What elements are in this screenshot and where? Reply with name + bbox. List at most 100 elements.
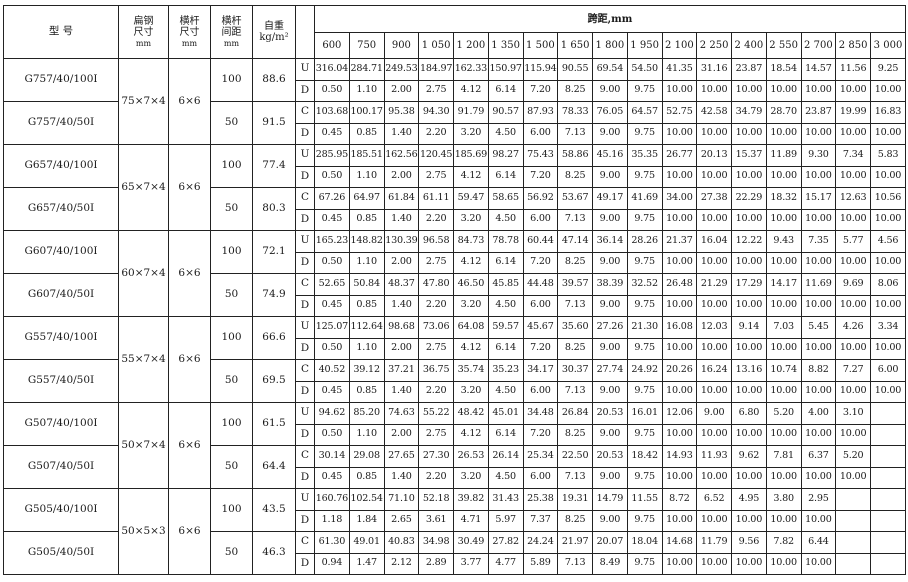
value-cell: 22.29: [731, 187, 767, 210]
value-cell: 10.00: [731, 466, 767, 489]
value-cell: 10.00: [835, 165, 871, 188]
value-cell: 21.29: [696, 273, 732, 296]
value-cell: 6.14: [487, 423, 524, 446]
value-cell: 10.00: [661, 251, 698, 274]
value-cell: 15.17: [800, 187, 837, 210]
value-cell: 31.16: [696, 58, 732, 81]
value-cell: 10.00: [765, 423, 802, 446]
value-cell: 10.00: [870, 380, 906, 403]
value-cell: 10.00: [661, 79, 698, 102]
value-cell: 5.45: [800, 316, 837, 339]
value-cell: 3.20: [453, 208, 489, 231]
value-cell: 4.71: [453, 509, 489, 532]
value-cell: 76.05: [592, 101, 628, 124]
value-cell: 103.68: [314, 101, 350, 124]
value-cell: 4.12: [453, 79, 489, 102]
value-cell: 150.97: [487, 58, 524, 81]
value-cell: 12.06: [661, 402, 698, 425]
value-cell: 10.00: [835, 208, 871, 231]
value-cell: 36.75: [418, 359, 454, 382]
value-cell: 7.81: [765, 445, 802, 468]
header-flat-steel-unit: mm: [135, 38, 152, 48]
value-cell: [870, 531, 906, 554]
value-cell: 7.27: [835, 359, 871, 382]
load-type-cell: D: [295, 79, 315, 102]
load-type-cell: D: [295, 509, 315, 532]
value-cell: 18.42: [626, 445, 663, 468]
model-cell: G757/40/50I: [3, 101, 119, 145]
header-span-value: 2 850: [835, 32, 871, 59]
value-cell: 7.03: [765, 316, 802, 339]
value-cell: 5.97: [487, 509, 524, 532]
value-cell: 11.56: [835, 58, 871, 81]
load-type-cell: C: [295, 101, 315, 124]
value-cell: 11.69: [800, 273, 837, 296]
value-cell: 34.98: [418, 531, 454, 554]
value-cell: 5.83: [870, 144, 906, 167]
value-cell: 10.00: [800, 251, 837, 274]
value-cell: 23.87: [800, 101, 837, 124]
header-span-value: 900: [383, 32, 420, 59]
table-row: D 0.50 1.10 2.00 2.75 4.12 6.14 7.20 8.25 9.00 9.7…: [4, 251, 906, 274]
value-cell: 96.58: [418, 230, 454, 253]
value-cell: 10.00: [731, 79, 767, 102]
value-cell: 67.26: [314, 187, 350, 210]
value-cell: 11.89: [765, 144, 802, 167]
value-cell: 7.13: [557, 466, 593, 489]
table-row: G557/40/100I 55×7×4 6×6 100 66.6 U 125.07 112.6…: [3, 316, 906, 403]
table-row: D 0.50 1.10 2.00 2.75 4.12 6.14 7.20 8.25 9.00 9.7…: [4, 423, 906, 446]
value-cell: 2.12: [383, 552, 420, 575]
value-cell: 55.22: [418, 402, 454, 425]
value-cell: 4.12: [453, 251, 489, 274]
bar-spacing-cell: 100: [210, 144, 253, 188]
value-cell: 10.00: [765, 380, 802, 403]
value-cell: 27.30: [418, 445, 454, 468]
header-span-value: 2 700: [800, 32, 837, 59]
header-span-value: 2 250: [696, 32, 732, 59]
value-cell: 35.23: [487, 359, 524, 382]
value-cell: 6.14: [487, 165, 524, 188]
value-cell: 4.12: [453, 337, 489, 360]
value-cell: 0.85: [348, 466, 385, 489]
value-cell: 1.10: [348, 251, 385, 274]
value-cell: 10.00: [731, 423, 767, 446]
table-row: G607/40/100I 60×7×4 6×6 100 72.1 U 165.23 148.8…: [3, 230, 906, 317]
value-cell: 6.80: [731, 402, 767, 425]
value-cell: 0.85: [348, 208, 385, 231]
grating-load-table: 型 号 扁钢 尺寸 mm 横杆 尺寸 mm 横杆 间距 mm 自重 kg/m² 跨距,mm 6…: [3, 5, 906, 575]
value-cell: 14.68: [661, 531, 698, 554]
value-cell: 8.72: [661, 488, 698, 511]
value-cell: 21.97: [557, 531, 593, 554]
weight-cell: 61.5: [252, 402, 296, 446]
model-cell: G505/40/100I: [3, 488, 119, 532]
value-cell: 0.45: [314, 122, 350, 145]
value-cell: 10.00: [661, 466, 698, 489]
value-cell: 10.00: [765, 251, 802, 274]
value-cell: [835, 552, 871, 575]
value-cell: 30.37: [557, 359, 593, 382]
load-type-cell: C: [295, 187, 315, 210]
value-cell: 52.65: [314, 273, 350, 296]
value-cell: 9.00: [592, 122, 628, 145]
value-cell: 9.30: [800, 144, 837, 167]
value-cell: 2.20: [418, 380, 454, 403]
value-cell: 9.00: [696, 402, 732, 425]
value-cell: 8.25: [557, 337, 593, 360]
value-cell: 162.33: [453, 58, 489, 81]
value-cell: 10.00: [696, 165, 732, 188]
value-cell: 6.37: [800, 445, 837, 468]
value-cell: 10.00: [731, 552, 767, 575]
value-cell: [870, 423, 906, 446]
value-cell: 1.10: [348, 423, 385, 446]
value-cell: 10.00: [835, 122, 871, 145]
table-row: G757/40/50I 50 91.5 C 103.68 100.17 95.38 94.30…: [3, 101, 906, 145]
load-type-cell: C: [295, 273, 315, 296]
value-cell: 10.00: [765, 165, 802, 188]
value-cell: 78.33: [557, 101, 593, 124]
value-cell: 48.37: [383, 273, 420, 296]
value-cell: 1.10: [348, 79, 385, 102]
bar-size-cell: 6×6: [168, 488, 211, 575]
value-cell: 61.84: [383, 187, 420, 210]
value-cell: 10.00: [870, 79, 906, 102]
value-cell: 10.00: [800, 380, 837, 403]
